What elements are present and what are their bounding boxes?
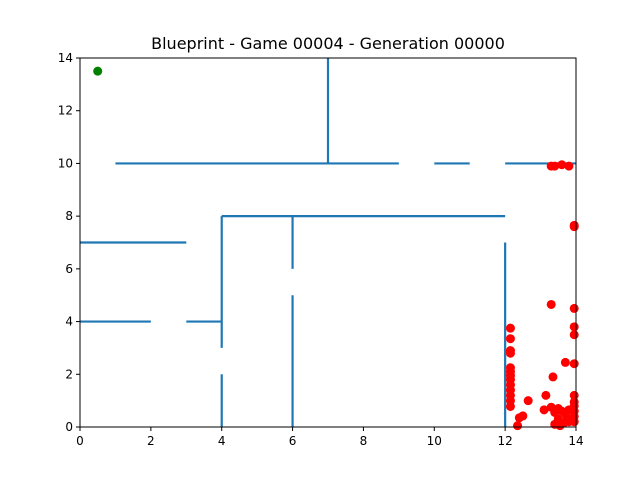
agent-point-11	[569, 359, 579, 369]
agent-point-49	[562, 413, 572, 423]
x-tick-label-7: 14	[568, 434, 583, 448]
x-tick-label-4: 8	[360, 434, 368, 448]
y-tick-label-4: 8	[65, 209, 73, 223]
chart-title: Blueprint - Game 00004 - Generation 0000…	[151, 34, 505, 53]
agent-point-25	[505, 401, 515, 411]
agent-point-14	[505, 334, 515, 344]
y-tick-label-2: 4	[65, 315, 73, 329]
agent-point-7	[569, 303, 579, 313]
agent-point-2	[557, 160, 567, 170]
agent-point-16	[505, 348, 515, 358]
x-tick-label-6: 12	[498, 434, 513, 448]
agent-point-10	[560, 357, 570, 367]
y-tick-label-6: 12	[58, 104, 73, 118]
y-tick-label-5: 10	[58, 156, 73, 170]
y-tick-label-7: 14	[58, 51, 73, 65]
agent-point-3	[564, 161, 574, 171]
agent-point-29	[541, 390, 551, 400]
x-tick-label-5: 10	[427, 434, 442, 448]
agent-point-9	[569, 330, 579, 340]
x-tick-label-1: 2	[147, 434, 155, 448]
agent-point-47	[513, 421, 523, 431]
agent-point-27	[518, 411, 528, 421]
y-tick-label-3: 6	[65, 262, 73, 276]
y-tick-label-0: 0	[65, 420, 73, 434]
y-tick-label-1: 2	[65, 367, 73, 381]
agent-point-13	[505, 323, 515, 333]
axes-frame	[79, 57, 577, 428]
agent-point-12	[548, 372, 558, 382]
x-tick-label-2: 4	[218, 434, 226, 448]
axes-layer: 0 2 4 6 8 10 12 14 0 2 4 6 8 10 12 14	[58, 51, 584, 448]
agent-point-48	[553, 414, 563, 424]
agent-point-6	[546, 299, 556, 309]
goal-layer	[93, 66, 103, 76]
agent-point-28	[523, 396, 533, 406]
agent-point-1	[550, 161, 560, 171]
agent-point-5	[569, 222, 579, 232]
x-tick-label-3: 6	[289, 434, 297, 448]
agent-point-8	[569, 322, 579, 332]
x-tick-label-0: 0	[76, 434, 84, 448]
goal-point	[93, 66, 103, 76]
walls-layer	[80, 58, 576, 427]
agent-point-30	[539, 405, 549, 415]
